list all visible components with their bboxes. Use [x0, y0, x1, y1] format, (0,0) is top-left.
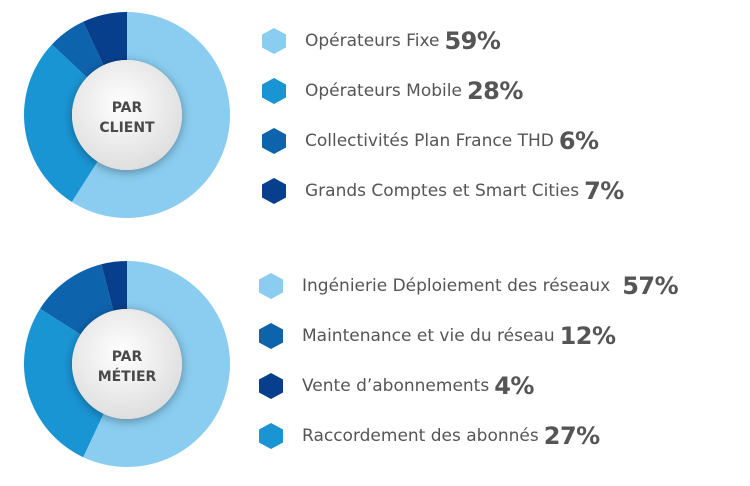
- legend-label: Opérateurs Mobile: [305, 81, 462, 101]
- legend-hexagon-icon: [259, 373, 283, 399]
- legend-value: 6%: [558, 127, 599, 155]
- legend-par-client: Opérateurs Fixe 59% Opérateurs Mobile 28…: [262, 16, 624, 216]
- donut-center-label-line-2: MÉTIER: [98, 368, 157, 385]
- donut-slice: [23, 44, 98, 202]
- legend-hexagon-icon: [262, 178, 286, 204]
- legend-label: Collectivités Plan France THD: [305, 131, 554, 151]
- donut-center-label-line-1: PAR: [112, 349, 143, 365]
- donut-slice: [40, 264, 114, 335]
- legend-hexagon-icon: [262, 28, 286, 54]
- legend-value: 12%: [559, 322, 616, 350]
- legend-value: 7%: [584, 177, 624, 205]
- donut-slice: [24, 308, 104, 458]
- legend-value: 57%: [622, 272, 679, 300]
- legend-hexagon-icon: [262, 78, 286, 104]
- donut-chart-par-client: PAR CLIENT: [23, 12, 230, 218]
- legend-value: 59%: [444, 27, 501, 55]
- legend-item: Vente d’abonnements 4%: [259, 361, 678, 411]
- legend-hexagon-icon: [259, 423, 283, 449]
- donut-slice: [83, 261, 231, 467]
- legend-label: Ingénierie Déploiement des réseaux: [302, 276, 611, 296]
- legend-item: Maintenance et vie du réseau 12%: [259, 311, 678, 361]
- donut-slice: [101, 261, 127, 311]
- legend-item: Raccordement des abonnés 27%: [259, 411, 678, 461]
- legend-hexagon-icon: [259, 323, 283, 349]
- donut-chart-par-metier: PAR MÉTIER: [24, 261, 231, 467]
- donut-center-disc: [72, 60, 182, 170]
- legend-label: Grands Comptes et Smart Cities: [305, 181, 580, 201]
- legend-value: 4%: [494, 372, 534, 400]
- donut-slice: [83, 12, 127, 66]
- donut-slice: [71, 12, 230, 218]
- donut-center-label-line-1: PAR: [112, 100, 143, 116]
- donut-slice: [51, 21, 104, 78]
- legend-item: Grands Comptes et Smart Cities 7%: [262, 166, 624, 216]
- donut-center-disc: [72, 309, 182, 419]
- legend-hexagon-icon: [262, 128, 286, 154]
- legend-label: Raccordement des abonnés: [302, 426, 539, 446]
- legend-label: Maintenance et vie du réseau: [302, 326, 555, 346]
- legend-value: 27%: [543, 422, 600, 450]
- legend-item: Ingénierie Déploiement des réseaux 57%: [259, 261, 679, 311]
- legend-item: Opérateurs Fixe 59%: [262, 16, 624, 66]
- legend-hexagon-icon: [259, 273, 283, 299]
- legend-label: Opérateurs Fixe: [305, 31, 440, 51]
- legend-label: Vente d’abonnements: [302, 376, 490, 396]
- legend-item: Collectivités Plan France THD 6%: [262, 116, 624, 166]
- legend-value: 28%: [466, 77, 523, 105]
- donut-center-label-line-2: CLIENT: [99, 120, 155, 136]
- legend-par-metier: Ingénierie Déploiement des réseaux 57% M…: [259, 261, 679, 461]
- legend-item: Opérateurs Mobile 28%: [262, 66, 624, 116]
